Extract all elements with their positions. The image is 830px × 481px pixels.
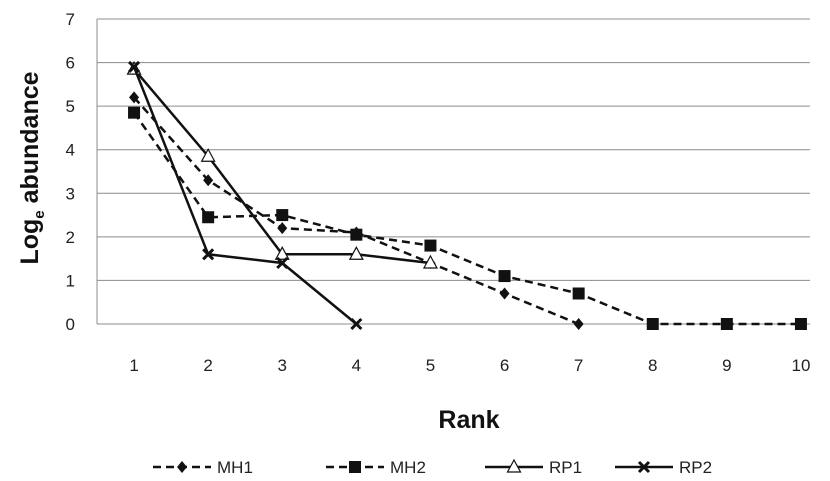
data-point: [499, 287, 510, 300]
series-group: [126, 60, 807, 331]
series-rp2: [127, 60, 363, 331]
data-point: [203, 174, 214, 187]
y-tick-label: 7: [66, 10, 75, 29]
y-tick-label: 3: [66, 184, 75, 203]
data-point: [350, 317, 363, 331]
legend-marker: [637, 460, 651, 474]
x-tick-label: 4: [352, 356, 361, 375]
x-tick-label: 8: [648, 356, 657, 375]
legend-label: MH1: [217, 458, 253, 477]
legend-marker: [177, 461, 187, 473]
data-point: [348, 246, 364, 260]
data-point: [276, 209, 289, 222]
legend-marker: [506, 458, 522, 473]
y-tick-label: 2: [66, 228, 75, 247]
y-axis-ticks: 0 1 2 3 4 5 6 7: [66, 10, 75, 334]
legend-item-rp2: RP2: [615, 458, 712, 477]
y-tick-label: 6: [66, 54, 75, 73]
data-point: [572, 287, 585, 300]
legend-marker: [349, 461, 361, 473]
data-point: [277, 222, 288, 235]
data-point: [129, 91, 140, 104]
data-point: [646, 318, 659, 330]
y-tick-label: 4: [66, 141, 75, 160]
legend-label: MH2: [390, 458, 426, 477]
y-axis-title-rest: abundance: [16, 71, 44, 210]
y-axis-title-main: Log: [16, 219, 44, 265]
data-point: [720, 318, 733, 330]
y-axis-title-subscript: e: [31, 210, 48, 218]
data-point: [573, 318, 584, 330]
data-point: [274, 246, 290, 260]
series-line: [133, 96, 580, 326]
y-axis-title: Loge abundance: [16, 71, 48, 264]
x-tick-label: 9: [722, 356, 731, 375]
series-line: [132, 66, 358, 325]
y-tick-label: 5: [66, 97, 75, 116]
data-point: [202, 248, 215, 261]
legend-item-rp1: RP1: [485, 458, 582, 477]
data-point: [350, 228, 363, 241]
x-axis-ticks: 1 2 3 4 5 6 7 8 9 10: [129, 356, 810, 375]
series-line: [133, 111, 801, 326]
data-point: [200, 147, 216, 162]
legend-item-mh2: MH2: [326, 458, 426, 477]
x-tick-label: 2: [203, 356, 212, 375]
legend-item-mh1: MH1: [153, 458, 253, 477]
data-point: [202, 211, 215, 224]
series-mh1: [129, 91, 584, 330]
data-point: [794, 318, 807, 330]
series-mh2: [128, 106, 807, 330]
x-tick-label: 3: [278, 356, 287, 375]
grid-lines: [96, 18, 810, 325]
data-point: [422, 254, 438, 269]
x-axis-title: Rank: [438, 406, 499, 434]
data-point: [128, 106, 141, 119]
x-tick-label: 5: [426, 356, 435, 375]
data-point: [127, 60, 141, 73]
legend-label: RP2: [679, 458, 712, 477]
data-point: [498, 270, 511, 283]
x-tick-label: 6: [500, 356, 509, 375]
x-tick-label: 1: [129, 356, 138, 375]
y-tick-label: 0: [66, 315, 75, 334]
data-point: [276, 256, 289, 270]
x-tick-label: 7: [574, 356, 583, 375]
data-point: [424, 239, 437, 252]
legend-label: RP1: [549, 458, 582, 477]
x-tick-label: 10: [791, 356, 810, 375]
legend: MH1 MH2 RP1 RP2: [153, 458, 712, 477]
y-tick-label: 1: [66, 271, 75, 290]
